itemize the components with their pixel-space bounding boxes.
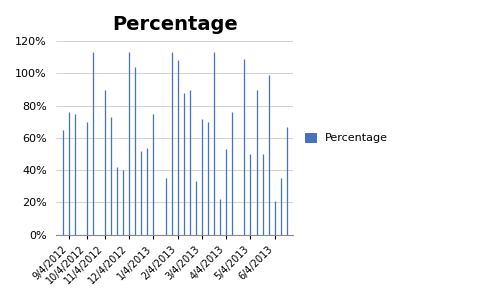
Title: Percentage: Percentage xyxy=(112,15,238,34)
Legend: Percentage: Percentage xyxy=(301,128,393,148)
